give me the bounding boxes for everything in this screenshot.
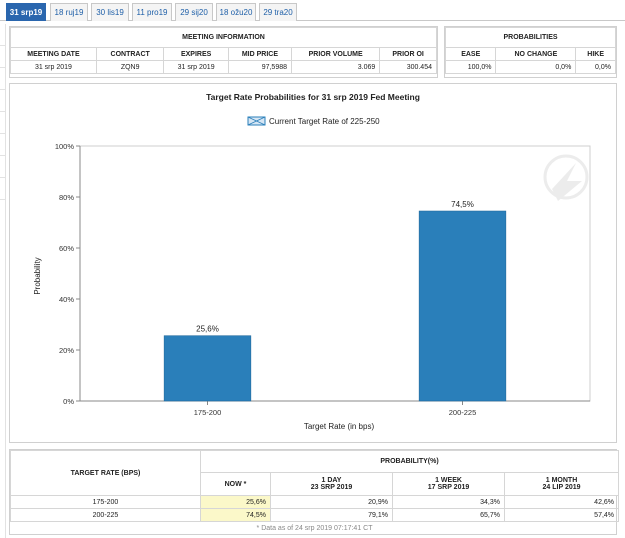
tab-0[interactable]: 31 srp19 [6,3,46,21]
now-cell: 25,6% [200,495,271,509]
y-tick-label: 100% [55,142,75,151]
y-tick-label: 60% [59,244,74,253]
rate-cell: 200-225 [10,508,201,522]
month-cell: 57,4% [503,508,620,522]
no-change-value: 0,0% [495,60,577,74]
week-cell: 34,3% [392,495,505,509]
header-1-day: 1 DAY 23 SRP 2019 [270,472,393,496]
tab-5[interactable]: 18 ožu20 [216,3,256,21]
probabilities-panel: PROBABILITIES EASE NO CHANGE HIKE 100,0%… [444,26,617,78]
meeting-info-title: MEETING INFORMATION [10,27,437,48]
plot-area [79,145,591,402]
ease-value: 100,0% [444,60,497,74]
header-contract: CONTRACT [95,47,165,61]
header-mid-price: MID PRICE [227,47,293,61]
probability-table-panel: TARGET RATE (BPS) PROBABILITY(%) NOW * 1… [9,449,620,535]
bar [163,335,252,402]
legend-swatch-hatch [247,116,266,126]
tab-4[interactable]: 29 sij20 [175,3,213,21]
y-tick-label: 40% [59,295,74,304]
header-target-rate: TARGET RATE (BPS) [10,450,201,496]
contract-value: ZQN9 [95,60,165,74]
chart-bars: 25,6% 74,5% [163,200,507,402]
y-tick-label: 80% [59,193,74,202]
bar-data-label: 25,6% [196,325,219,334]
tab-1[interactable]: 18 ruj19 [50,3,88,21]
data-timestamp-footnote: * Data as of 24 srp 2019 07:17:41 CT [256,524,373,532]
meeting-info-panel: MEETING INFORMATION MEETING DATE CONTRAC… [9,26,438,78]
header-1-month: 1 MONTH 24 LIP 2019 [503,472,620,496]
header-hike: HIKE [575,47,616,61]
meeting-date-value: 31 srp 2019 [10,60,97,74]
table-row: 200-225 74,5% 79,1% 65,7% 57,4% [10,508,620,522]
tab-2[interactable]: 30 lis19 [91,3,129,21]
x-axis-label: Target Rate (in bps) [304,422,375,431]
meeting-tabs: 31 srp19 18 ruj19 30 lis19 11 pro19 29 s… [0,0,625,21]
mid-price-value: 97,5988 [227,60,293,74]
bar [418,210,507,402]
header-expires: EXPIRES [163,47,229,61]
month-cell: 42,6% [503,495,620,509]
chart-title: Target Rate Probabilities for 31 srp 201… [206,92,420,102]
tab-6[interactable]: 29 tra20 [259,3,297,21]
day-cell: 79,1% [270,508,393,522]
chart-axes: 0% 20% 40% 60% 80% 100% 175-200 200-225 [55,142,591,417]
header-1-week: 1 WEEK 17 SRP 2019 [392,472,505,496]
header-prior-volume: PRIOR VOLUME [291,47,381,61]
expires-value: 31 srp 2019 [163,60,229,74]
y-tick-label: 20% [59,346,74,355]
day-cell: 20,9% [270,495,393,509]
header-now: NOW * [200,472,271,496]
y-axis-label: Probability [33,257,42,294]
left-rail [0,24,6,538]
table-row: 175-200 25,6% 20,9% 34,3% 42,6% [10,495,620,509]
hike-value: 0,0% [575,60,616,74]
header-probability-group: PROBABILITY(%) [199,450,620,473]
x-tick-label: 200-225 [449,408,477,417]
x-tick-label: 175-200 [194,408,222,417]
chart-legend[interactable]: Current Target Rate of 225-250 [247,116,380,126]
header-ease: EASE [444,47,497,61]
header-meeting-date: MEETING DATE [10,47,97,61]
chart-panel: Target Rate Probabilities for 31 srp 201… [9,83,617,443]
legend-label: Current Target Rate of 225-250 [269,117,380,126]
prior-oi-value: 300.454 [379,60,437,74]
week-cell: 65,7% [392,508,505,522]
probability-chart: Target Rate Probabilities for 31 srp 201… [33,92,591,431]
watermark-logo [543,154,589,201]
probabilities-title: PROBABILITIES [445,27,616,48]
rate-cell: 175-200 [10,495,201,509]
y-tick-label: 0% [63,397,74,406]
bar-data-label: 74,5% [451,200,474,209]
header-no-change: NO CHANGE [495,47,577,61]
now-cell: 74,5% [200,508,271,522]
tab-3[interactable]: 11 pro19 [132,3,172,21]
prior-volume-value: 3.069 [291,60,381,74]
header-prior-oi: PRIOR OI [379,47,437,61]
